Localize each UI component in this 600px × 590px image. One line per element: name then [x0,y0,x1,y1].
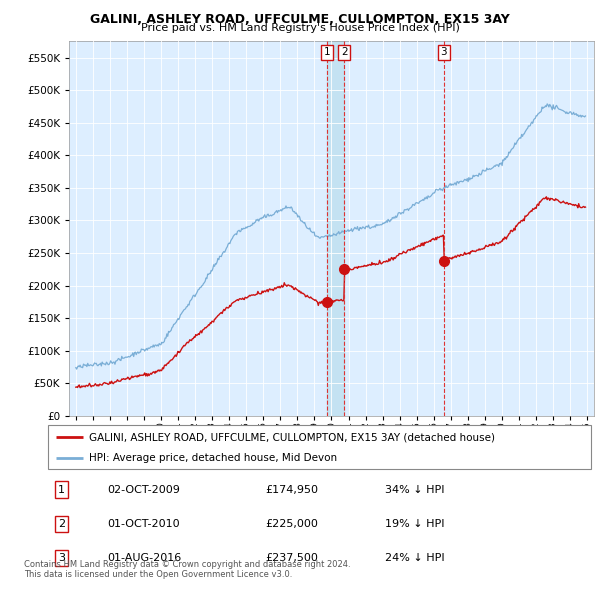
Text: 3: 3 [440,47,447,57]
Text: £174,950: £174,950 [265,484,318,494]
Text: 1: 1 [58,484,65,494]
Text: 1: 1 [324,47,331,57]
Text: Contains HM Land Registry data © Crown copyright and database right 2024.
This d: Contains HM Land Registry data © Crown c… [24,560,350,579]
Text: £237,500: £237,500 [265,553,318,563]
Text: 3: 3 [58,553,65,563]
Text: 19% ↓ HPI: 19% ↓ HPI [385,519,444,529]
Text: HPI: Average price, detached house, Mid Devon: HPI: Average price, detached house, Mid … [89,453,337,463]
Text: 01-AUG-2016: 01-AUG-2016 [108,553,182,563]
Text: GALINI, ASHLEY ROAD, UFFCULME, CULLOMPTON, EX15 3AY (detached house): GALINI, ASHLEY ROAD, UFFCULME, CULLOMPTO… [89,432,495,442]
Text: Price paid vs. HM Land Registry's House Price Index (HPI): Price paid vs. HM Land Registry's House … [140,23,460,33]
Text: 34% ↓ HPI: 34% ↓ HPI [385,484,444,494]
Text: £225,000: £225,000 [265,519,318,529]
Text: GALINI, ASHLEY ROAD, UFFCULME, CULLOMPTON, EX15 3AY: GALINI, ASHLEY ROAD, UFFCULME, CULLOMPTO… [90,13,510,26]
Text: 24% ↓ HPI: 24% ↓ HPI [385,553,444,563]
FancyBboxPatch shape [48,425,591,469]
Text: 02-OCT-2009: 02-OCT-2009 [108,484,181,494]
Text: 01-OCT-2010: 01-OCT-2010 [108,519,181,529]
Text: 2: 2 [341,47,347,57]
Text: 2: 2 [58,519,65,529]
Bar [327,41,344,416]
